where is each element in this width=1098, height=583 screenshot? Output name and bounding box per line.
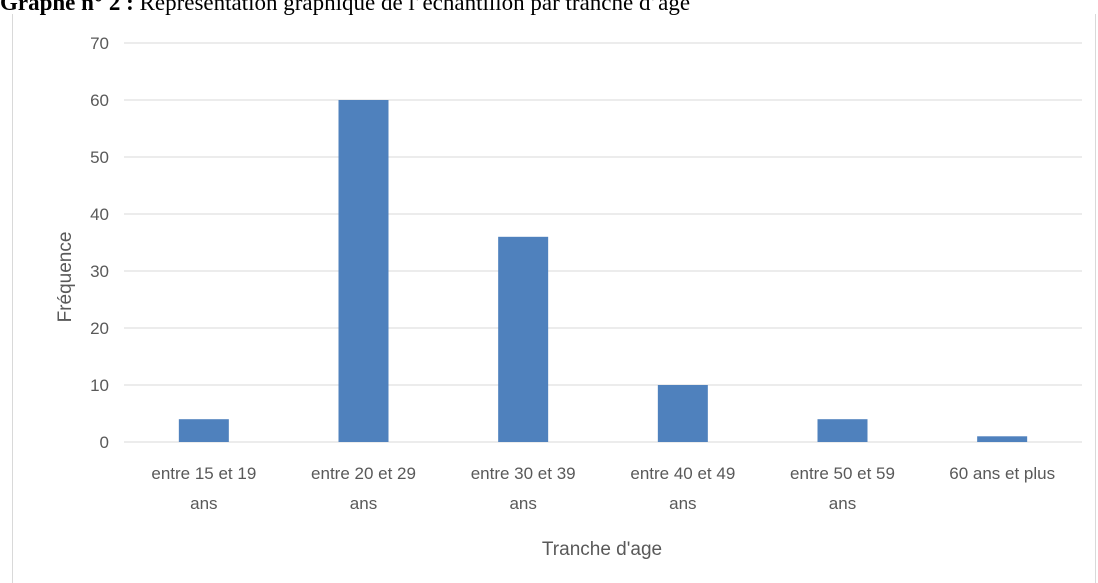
bar: [817, 419, 868, 442]
x-tick-label-line: entre 15 et 19: [151, 464, 256, 483]
x-tick-label: 60 ans et plus: [949, 464, 1055, 483]
figure-number: Graphe n° 2 :: [0, 0, 134, 15]
x-tick-label-line: ans: [350, 494, 377, 513]
x-tick-label-line: ans: [829, 494, 856, 513]
bar: [178, 419, 229, 442]
y-tick-label: 20: [90, 319, 109, 338]
y-tick-label: 60: [90, 91, 109, 110]
x-axis-title: Tranche d'age: [542, 539, 662, 560]
x-tick-label-line: 60 ans et plus: [949, 464, 1055, 483]
y-tick-label: 0: [100, 433, 109, 452]
y-axis-title: Fréquence: [55, 232, 76, 323]
bar: [338, 100, 389, 442]
chart-frame: [12, 14, 1096, 583]
y-axis-ticks: 0 10 20 30 40 50 60 70: [90, 34, 109, 452]
y-tick-label: 40: [90, 205, 109, 224]
figure-heading: Graphe n° 2 : Représentation graphique d…: [0, 0, 1098, 15]
y-tick-label: 70: [90, 34, 109, 53]
bar: [657, 385, 708, 442]
y-tick-label: 30: [90, 262, 109, 281]
x-tick-label-line: entre 30 et 39: [471, 464, 576, 483]
x-tick-label-line: entre 40 et 49: [630, 464, 735, 483]
bars: [178, 100, 1028, 442]
bar: [977, 436, 1028, 442]
x-tick-label: entre 30 et 39 ans: [471, 464, 576, 513]
bar: [498, 236, 549, 442]
x-tick-label-line: ans: [669, 494, 696, 513]
x-tick-label: entre 20 et 29 ans: [311, 464, 416, 513]
x-tick-label-line: ans: [509, 494, 536, 513]
x-tick-label-line: ans: [190, 494, 217, 513]
y-tick-label: 10: [90, 376, 109, 395]
x-tick-label: entre 15 et 19 ans: [151, 464, 256, 513]
x-tick-label-line: entre 20 et 29: [311, 464, 416, 483]
y-tick-label: 50: [90, 148, 109, 167]
x-tick-label: entre 50 et 59 ans: [790, 464, 895, 513]
gridlines: [124, 42, 1082, 443]
x-tick-label-line: entre 50 et 59: [790, 464, 895, 483]
x-tick-label: entre 40 et 49 ans: [630, 464, 735, 513]
figure-caption: Représentation graphique de l’échantillo…: [133, 0, 691, 15]
